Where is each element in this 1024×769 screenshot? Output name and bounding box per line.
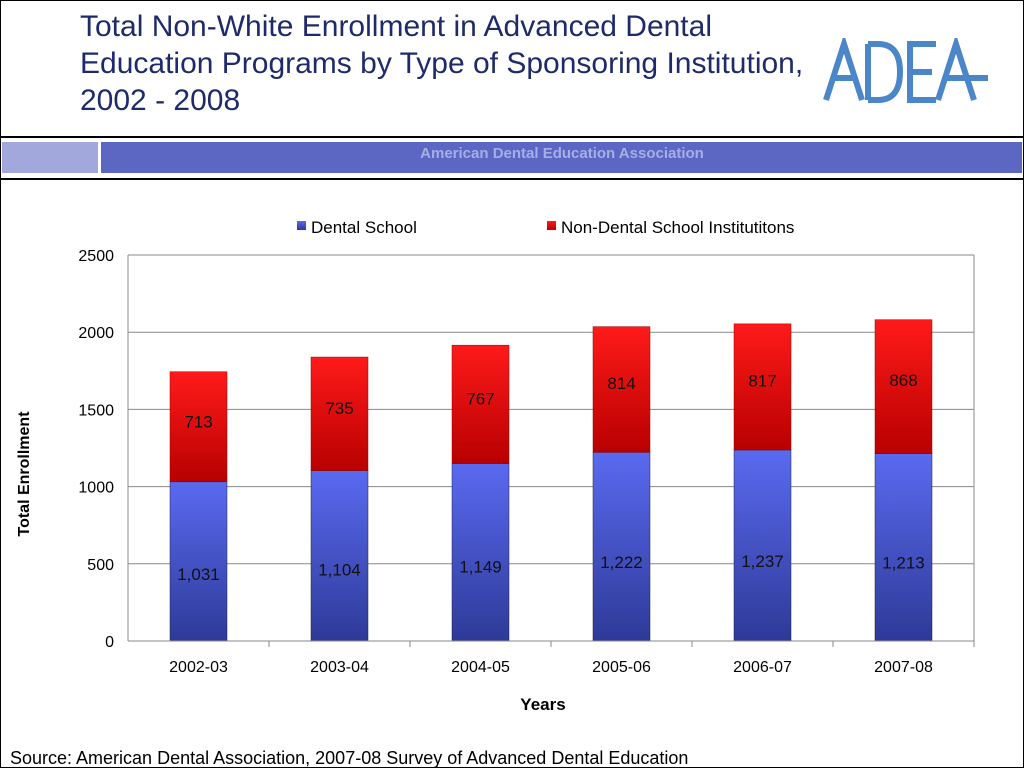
data-label: 713 [184,412,212,431]
data-label: 817 [748,372,776,391]
data-label: 1,149 [459,557,502,576]
x-tick-label: 2003-04 [310,659,369,676]
bar-dental [310,470,369,642]
x-tick-label: 2004-05 [451,659,510,676]
banner-text: American Dental Education Association [420,145,704,162]
legend-swatch-dental [297,221,306,230]
x-tick-label: 2007-08 [874,659,933,676]
y-tick-label: 2000 [78,325,114,342]
bar-non-dental [451,344,510,464]
data-label: 1,213 [882,553,925,572]
x-tick-label: 2002-03 [169,659,228,676]
data-label: 735 [325,399,353,418]
x-tick-label: 2006-07 [733,659,792,676]
y-tick-label: 2500 [78,248,114,265]
bar-non-dental [874,319,933,454]
data-label: 1,104 [318,560,361,579]
x-axis-label: Years [520,695,565,714]
data-label: 1,222 [600,553,643,572]
y-tick-label: 1000 [78,480,114,497]
data-label: 767 [466,389,494,408]
adea-logo [823,38,988,103]
data-label: 868 [889,371,917,390]
divider [0,136,1024,138]
slide-title: Total Non-White Enrollment in Advanced D… [80,10,804,117]
legend-dental: Dental School [311,218,417,237]
source-note: Source: American Dental Association, 200… [10,748,689,768]
data-label: 1,031 [177,565,220,584]
bar-dental [169,481,228,642]
bar-non-dental [592,326,651,453]
bar-dental [592,452,651,642]
bar-dental [451,463,510,642]
bar-non-dental [310,356,369,471]
divider [0,178,1024,180]
y-axis-label: Total Enrollment [16,411,33,537]
legend-swatch-non-dental [547,221,556,230]
bar-dental [874,453,933,642]
bar-non-dental [169,371,228,483]
y-tick-label: 0 [105,634,114,651]
data-label: 1,237 [741,552,784,571]
bar-non-dental [733,323,792,451]
banner [101,142,1022,173]
legend-non-dental: Non-Dental School Institutitons [561,218,794,237]
banner-left [2,142,98,173]
y-tick-label: 500 [87,557,114,574]
y-tick-label: 1500 [78,402,114,419]
bar-dental [733,449,792,642]
x-tick-label: 2005-06 [592,659,651,676]
data-label: 814 [607,374,635,393]
